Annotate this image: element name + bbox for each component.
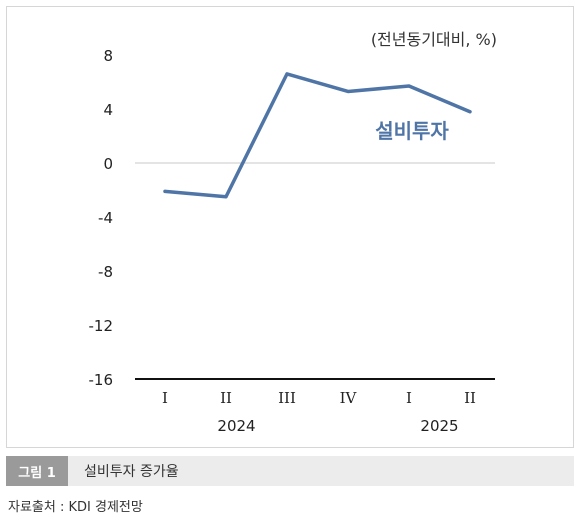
x-year-label: 2024 <box>217 417 255 435</box>
y-tick-label: 8 <box>103 47 113 65</box>
x-tick-label: I <box>406 389 412 407</box>
chart-frame: (전년동기대비, %) 8 4 0 -4 -8 -12 -16 I II III IV I II 2024… <box>6 6 574 448</box>
figure-caption: 그림 1 설비투자 증가율 <box>6 456 574 486</box>
y-tick-label: -16 <box>89 371 114 389</box>
data-point <box>163 189 167 193</box>
series-line <box>163 72 472 199</box>
x-tick-label: II <box>220 389 232 407</box>
data-point <box>468 110 472 114</box>
unit-note: (전년동기대비, %) <box>371 30 497 49</box>
data-point <box>346 89 350 93</box>
y-tick-label: 4 <box>103 101 113 119</box>
x-tick-label: I <box>162 389 168 407</box>
x-tick-label: II <box>464 389 476 407</box>
y-tick-label: -4 <box>98 209 113 227</box>
x-tick-label: IV <box>340 389 358 407</box>
y-tick-label: -8 <box>98 263 113 281</box>
series-label: 설비투자 <box>375 119 449 143</box>
y-tick-label: -12 <box>89 317 114 335</box>
source-note: 자료출처 : KDI 경제전망 <box>8 500 143 515</box>
line-chart: (전년동기대비, %) 840-4-8-12-16I II III IV I II2024… <box>89 30 498 435</box>
y-tick-label: 0 <box>103 155 113 173</box>
figure-title: 설비투자 증가율 <box>84 464 179 480</box>
data-point <box>407 84 411 88</box>
figure-number: 그림 1 <box>6 456 68 486</box>
x-year-label: 2025 <box>420 417 458 435</box>
data-point <box>224 195 228 199</box>
data-point <box>285 72 289 76</box>
x-tick-label: III <box>278 389 296 407</box>
